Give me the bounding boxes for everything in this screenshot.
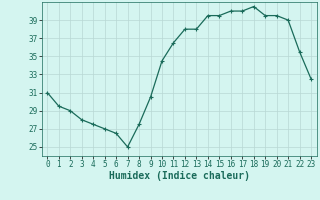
X-axis label: Humidex (Indice chaleur): Humidex (Indice chaleur) [109,171,250,181]
